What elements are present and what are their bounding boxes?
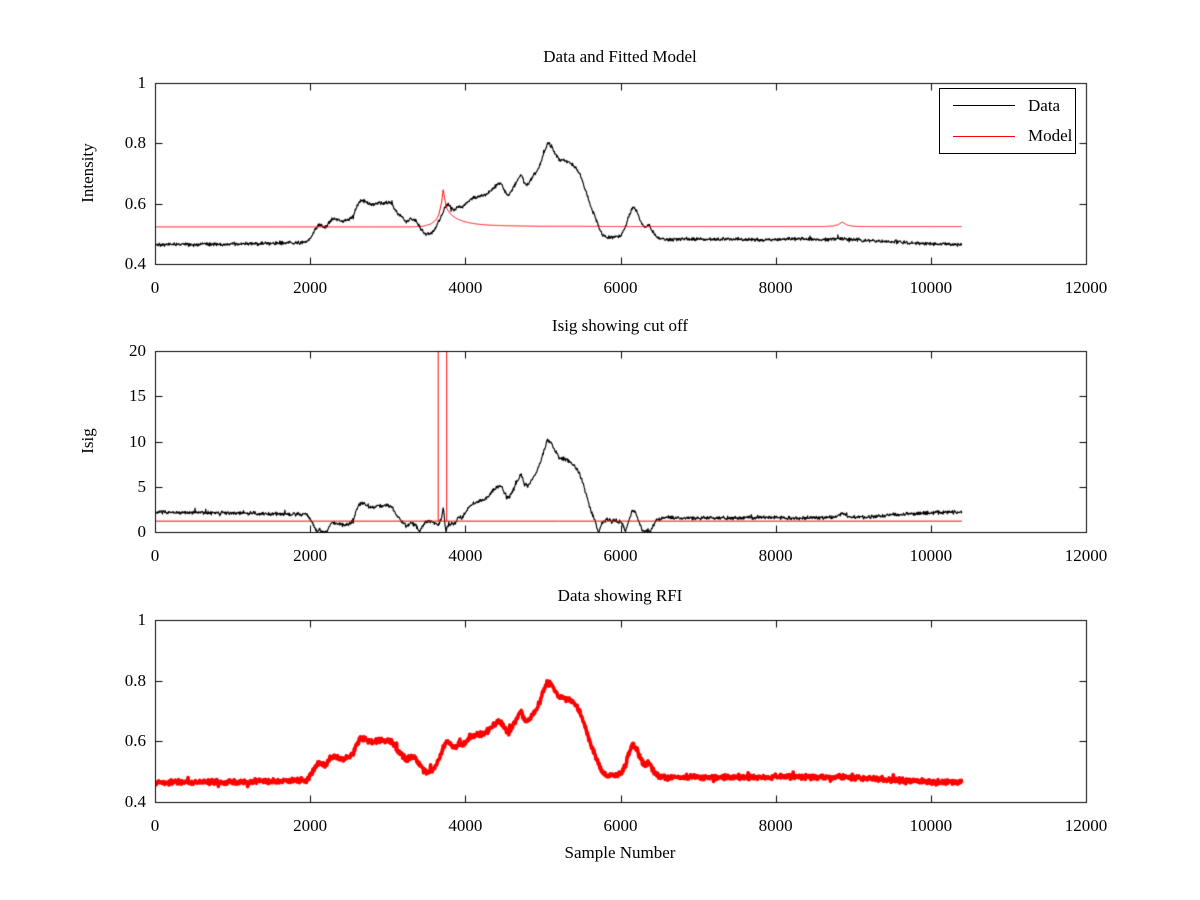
x-tick-label: 2000 [293, 816, 328, 835]
y-tick-label: 20 [129, 341, 146, 360]
y-tick-label: 1 [137, 73, 147, 92]
legend-label-data: Data [1028, 95, 1061, 115]
subplot1-title: Data and Fitted Model [543, 47, 697, 66]
data-line-sample [953, 105, 1015, 107]
subplot1-ylabel: Intensity [78, 143, 97, 203]
x-tick-label: 10000 [909, 816, 953, 835]
x-tick-label: 8000 [758, 278, 793, 297]
x-tick-label: 12000 [1064, 546, 1108, 565]
legend: Data Model [939, 88, 1076, 154]
x-tick-label: 4000 [448, 278, 483, 297]
x-tick-label: 8000 [758, 546, 793, 565]
subplot3-title: Data showing RFI [557, 586, 683, 605]
subplot2-ylabel: Isig [78, 428, 97, 454]
y-tick-label: 10 [129, 431, 146, 451]
x-tick-label: 12000 [1064, 278, 1108, 297]
y-tick-label: 0.8 [124, 670, 146, 690]
subplot2-title: Isig showing cut off [551, 316, 689, 335]
x-tick-label: 6000 [603, 278, 638, 297]
model-line-sample [953, 135, 1015, 137]
legend-label-model: Model [1028, 126, 1073, 146]
y-tick-label: 0.8 [124, 133, 146, 153]
y-tick-label: 0.4 [124, 792, 146, 811]
y-tick-label: 5 [137, 476, 147, 496]
subplot-isig-cutoff [155, 351, 1086, 532]
y-tick-label: 0.6 [124, 731, 146, 751]
x-tick-label: 0 [150, 278, 160, 297]
x-tick-label: 2000 [293, 546, 328, 565]
x-tick-label: 12000 [1064, 816, 1108, 835]
y-tick-label: 1 [137, 610, 147, 629]
y-tick-label: 0.6 [124, 193, 146, 213]
legend-entry-data: Data [940, 92, 1075, 120]
x-tick-label: 4000 [448, 546, 483, 565]
x-tick-label: 8000 [758, 816, 793, 835]
subplot3-xlabel: Sample Number [564, 843, 676, 862]
y-tick-label: 0 [137, 522, 147, 541]
y-tick-label: 0.4 [124, 254, 146, 273]
y-tick-label: 15 [129, 386, 146, 406]
x-tick-label: 0 [150, 546, 160, 565]
x-tick-label: 10000 [909, 546, 953, 565]
subplot-data-showing-rfi [155, 620, 1086, 802]
x-tick-label: 2000 [293, 278, 328, 297]
x-tick-label: 10000 [909, 278, 953, 297]
x-tick-label: 6000 [603, 816, 638, 835]
x-tick-label: 6000 [603, 546, 638, 565]
x-tick-label: 0 [150, 816, 160, 835]
x-tick-label: 4000 [448, 816, 483, 835]
legend-entry-model: Model [940, 122, 1075, 150]
